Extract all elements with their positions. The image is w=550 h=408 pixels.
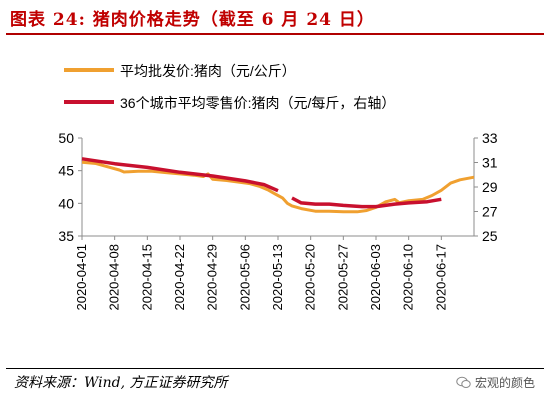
x-tick-label: 2020-04-22 [172, 244, 187, 311]
x-tick-label: 2020-06-03 [368, 244, 383, 311]
x-tick-label: 2020-05-13 [270, 244, 285, 311]
series-line-2 [81, 157, 442, 209]
x-tick-label: 2020-05-06 [237, 244, 252, 311]
right-y-tick-label: 31 [482, 155, 498, 171]
right-y-tick-label: 33 [482, 130, 498, 146]
x-tick-label: 2020-04-29 [205, 244, 220, 310]
x-tick-label: 2020-06-17 [433, 244, 448, 311]
left-y-tick-label: 50 [58, 130, 74, 146]
series-line-1 [81, 160, 475, 214]
x-tick-label: 2020-04-08 [107, 244, 122, 311]
x-tick-label: 2020-06-10 [401, 244, 416, 311]
right-y-tick-label: 29 [482, 179, 498, 195]
title-underline [6, 33, 544, 35]
x-tick-label: 2020-04-01 [74, 244, 89, 311]
pork-price-chart: 35 40 45 50 25 27 29 31 33 2020-04-01 2020-04-08 20… [58, 63, 498, 311]
legend-label-2: 36个城市平均零售价:猪肉（元/每斤，右轴） [120, 95, 395, 111]
legend-label-1: 平均批发价:猪肉（元/公斤） [120, 63, 296, 79]
left-y-tick-label: 35 [58, 228, 74, 244]
right-y-tick-label: 25 [482, 228, 498, 244]
right-y-tick-label: 27 [482, 204, 498, 220]
left-y-tick-label: 45 [58, 163, 74, 179]
left-y-tick-label: 40 [58, 195, 74, 211]
chart-title: 图表 24: 猪肉价格走势（截至 6 月 24 日） [10, 10, 375, 30]
x-tick-label: 2020-05-20 [303, 244, 318, 311]
x-tick-label: 2020-05-27 [335, 244, 350, 311]
source-note: 资料来源：Wind, 方正证券研究所 [14, 375, 228, 391]
x-tick-label: 2020-04-15 [139, 244, 154, 311]
watermark: 宏观的颜色 [456, 374, 535, 391]
source-divider [6, 368, 544, 369]
wechat-icon [456, 376, 471, 388]
watermark-label: 宏观的颜色 [475, 376, 536, 390]
